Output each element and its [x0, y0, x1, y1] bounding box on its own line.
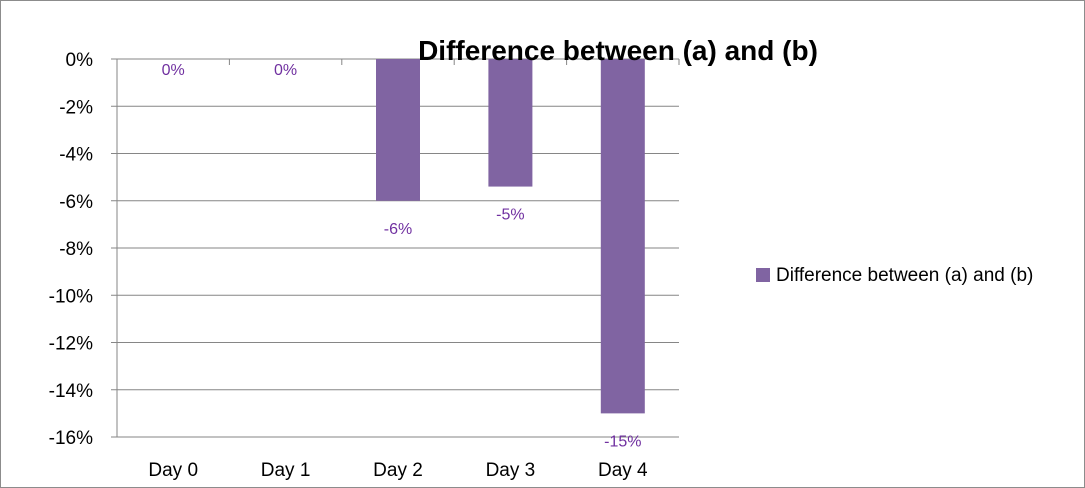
x-category-label: Day 2 — [373, 460, 423, 481]
y-tick-label: 0% — [66, 50, 94, 71]
legend: Difference between (a) and (b) — [756, 263, 1085, 288]
bar — [488, 59, 533, 187]
y-tick-label: -6% — [59, 192, 93, 213]
x-category-label: Day 3 — [486, 460, 536, 481]
y-tick-label: -14% — [49, 381, 93, 402]
y-tick-label: -10% — [49, 286, 93, 307]
data-label: -5% — [496, 207, 524, 224]
legend-label: Difference between (a) and (b) — [776, 265, 1034, 286]
bar — [376, 59, 420, 201]
chart-title: Difference between (a) and (b) — [418, 35, 818, 66]
data-label: 0% — [274, 62, 297, 79]
y-tick-label: -2% — [59, 97, 93, 118]
bar — [600, 59, 645, 414]
data-label: 0% — [162, 62, 185, 79]
y-tick-label: -4% — [59, 145, 93, 166]
y-tick-label: -8% — [59, 239, 93, 260]
y-tick-label: -16% — [49, 428, 93, 449]
legend-swatch — [756, 268, 770, 282]
x-category-label: Day 0 — [148, 460, 198, 481]
x-category-label: Day 1 — [261, 460, 311, 481]
y-tick-label: -12% — [49, 334, 93, 355]
data-label: -6% — [384, 221, 412, 238]
data-label: -15% — [604, 433, 641, 450]
x-category-label: Day 4 — [598, 460, 648, 481]
